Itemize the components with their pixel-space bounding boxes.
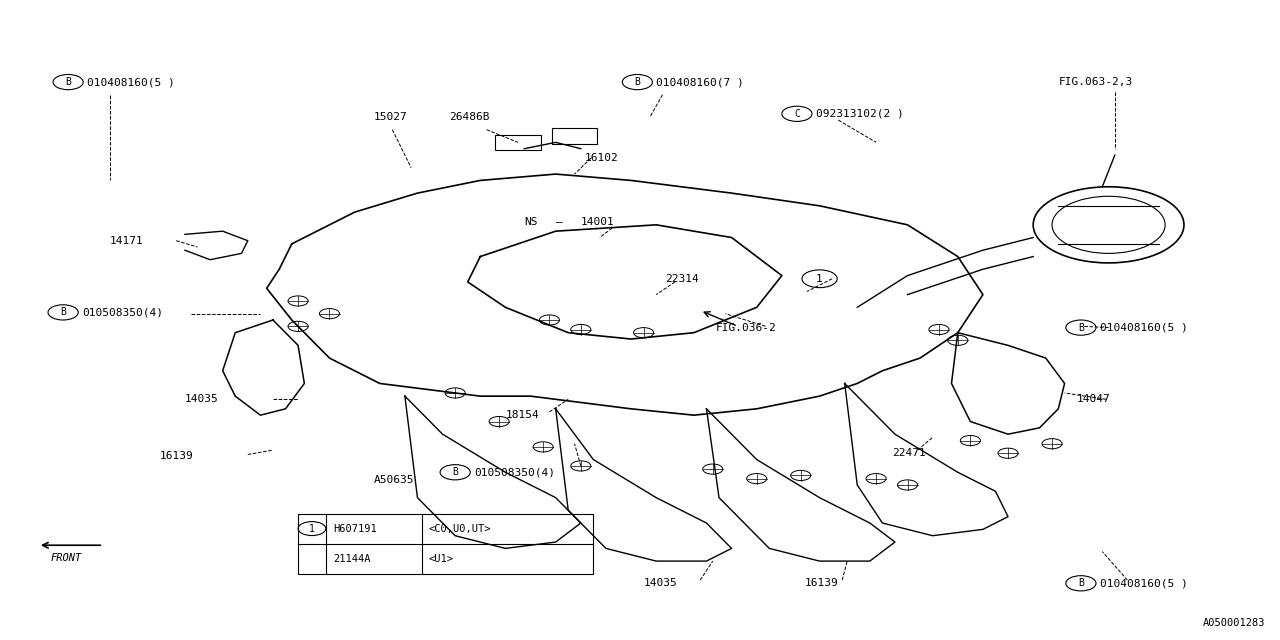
Text: FIG.036-2: FIG.036-2 [716, 323, 776, 333]
Text: 15027: 15027 [374, 112, 407, 122]
Text: <U1>: <U1> [428, 554, 453, 564]
Text: B: B [65, 77, 72, 87]
Text: 14047: 14047 [1078, 394, 1111, 404]
Text: B: B [60, 307, 67, 317]
Text: 14171: 14171 [110, 236, 143, 246]
Text: —: — [556, 217, 562, 227]
Bar [298, 513, 594, 574]
Text: 21144A: 21144A [334, 554, 371, 564]
Text: 22471: 22471 [892, 448, 927, 458]
Text: 22314: 22314 [666, 274, 699, 284]
Bar [495, 135, 540, 150]
Text: 16139: 16139 [160, 451, 193, 461]
Bar [552, 129, 598, 143]
Text: <C0,U0,UT>: <C0,U0,UT> [428, 524, 490, 534]
Text: A50635: A50635 [374, 475, 413, 485]
Text: 010508350(4): 010508350(4) [474, 467, 556, 477]
Text: 1: 1 [308, 524, 315, 534]
Text: 010408160(5 ): 010408160(5 ) [1100, 323, 1188, 333]
Text: FRONT: FRONT [50, 553, 82, 563]
Text: 18154: 18154 [506, 410, 539, 420]
Text: NS: NS [525, 217, 538, 227]
Text: B: B [1078, 323, 1084, 333]
Text: 16102: 16102 [585, 153, 618, 163]
Text: 010408160(7 ): 010408160(7 ) [657, 77, 744, 87]
Text: 010408160(5 ): 010408160(5 ) [87, 77, 174, 87]
Text: C: C [794, 109, 800, 119]
Text: A050001283: A050001283 [1203, 618, 1266, 628]
Text: B: B [635, 77, 640, 87]
Text: H607191: H607191 [334, 524, 378, 534]
Text: 010408160(5 ): 010408160(5 ) [1100, 579, 1188, 588]
Text: 14035: 14035 [186, 394, 219, 404]
Text: 26486B: 26486B [449, 112, 489, 122]
Text: 14001: 14001 [581, 217, 614, 227]
Text: 092313102(2 ): 092313102(2 ) [815, 109, 904, 119]
Text: 14035: 14035 [644, 579, 677, 588]
Text: 010508350(4): 010508350(4) [82, 307, 163, 317]
Text: B: B [1078, 579, 1084, 588]
Text: B: B [452, 467, 458, 477]
Text: FIG.063-2,3: FIG.063-2,3 [1059, 77, 1133, 87]
Text: 1: 1 [817, 274, 823, 284]
Text: 16139: 16139 [804, 579, 838, 588]
